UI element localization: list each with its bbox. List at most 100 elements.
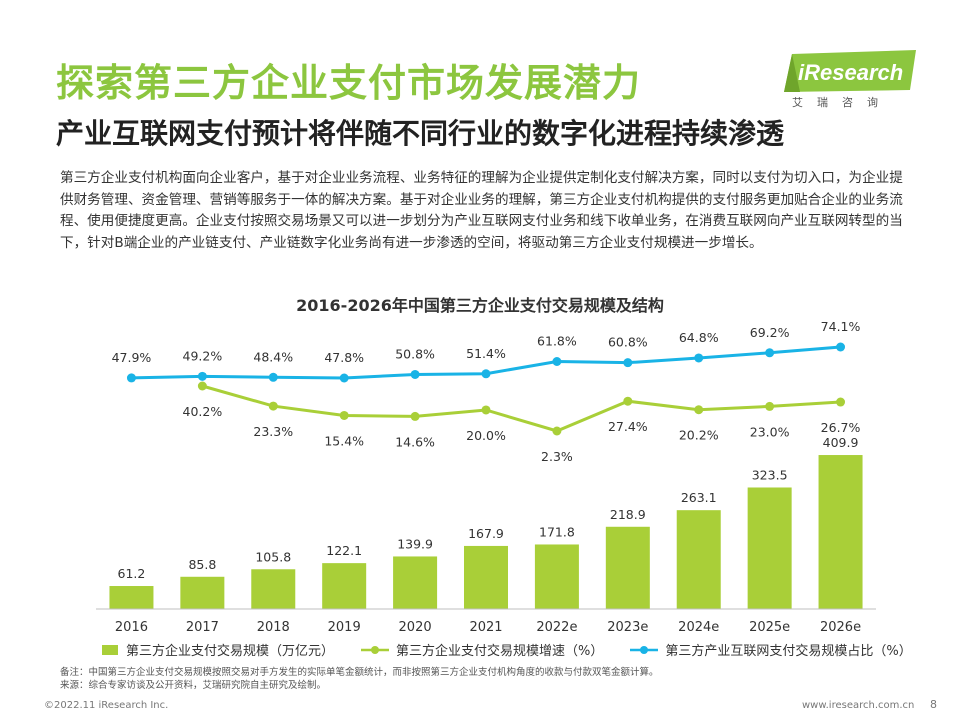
x-tick-label: 2018 — [257, 620, 290, 635]
footer-website[interactable]: www.iresearch.com.cn — [802, 700, 915, 711]
growth-point — [552, 426, 562, 436]
growth-point — [197, 381, 207, 391]
chart-legend: 第三方企业支付交易规模（万亿元） 第三方企业支付交易规模增速（%） 第三方产业互… — [100, 640, 920, 659]
legend-label-share: 第三方产业互联网支付交易规模占比（%） — [665, 644, 912, 659]
x-tick-label: 2016 — [115, 620, 148, 635]
share-data-label: 51.4% — [466, 346, 506, 361]
x-tick-label: 2020 — [399, 620, 432, 635]
share-point — [481, 369, 491, 379]
page-number: 8 — [930, 698, 937, 711]
x-tick-label: 2025e — [749, 620, 790, 635]
legend-bar-swatch-icon — [102, 644, 118, 655]
share-point — [623, 358, 633, 368]
x-tick-label: 2023e — [607, 620, 648, 635]
share-data-label: 74.1% — [821, 319, 861, 334]
share-point — [410, 369, 420, 379]
bar-value-label: 409.9 — [823, 435, 859, 450]
bar-value-label: 323.5 — [752, 467, 788, 482]
logo-badge-icon — [784, 50, 916, 92]
growth-data-label: 20.0% — [466, 428, 506, 443]
note-remark: 备注：中国第三方企业支付交易规模按照交易对手方发生的实际单笔金额统计，而非按照第… — [60, 667, 659, 678]
growth-data-label: 23.3% — [253, 424, 293, 439]
bar-value-label: 139.9 — [397, 536, 433, 551]
share-data-label: 61.8% — [537, 333, 577, 348]
footer-copyright: ©2022.11 iResearch Inc. — [44, 700, 169, 711]
bar — [605, 526, 650, 609]
chart-title: 2016-2026年中国第三方企业支付交易规模及结构 — [296, 296, 664, 315]
bar — [180, 576, 225, 609]
share-point — [268, 372, 278, 382]
growth-point — [339, 410, 349, 420]
x-tick-label: 2019 — [328, 620, 361, 635]
page-subtitle: 产业互联网支付预计将伴随不同行业的数字化进程持续渗透 — [56, 117, 785, 150]
share-data-label: 49.2% — [183, 348, 223, 363]
bar-value-label: 263.1 — [681, 490, 717, 505]
bar-value-label: 122.1 — [326, 543, 362, 558]
growth-point — [765, 401, 775, 411]
growth-data-label: 14.6% — [395, 434, 435, 449]
growth-data-label: 15.4% — [324, 433, 364, 448]
legend-item-share: 第三方产业互联网支付交易规模占比（%） — [629, 640, 912, 659]
bar-value-label: 171.8 — [539, 524, 575, 539]
bar — [464, 545, 508, 609]
legend-item-growth: 第三方企业支付交易规模增速（%） — [360, 640, 603, 659]
x-tick-label: 2021 — [469, 620, 502, 635]
iresearch-logo: iResearch 艾瑞咨询 — [770, 50, 920, 110]
growth-data-label: 2.3% — [541, 449, 573, 464]
bar — [393, 556, 438, 609]
share-data-label: 47.8% — [324, 350, 364, 365]
share-data-label: 69.2% — [750, 325, 790, 340]
bar-value-label: 85.8 — [188, 557, 216, 572]
share-data-label: 47.9% — [112, 350, 152, 365]
x-tick-label: 2017 — [186, 620, 219, 635]
share-data-label: 50.8% — [395, 346, 435, 361]
share-data-label: 64.8% — [679, 330, 719, 345]
legend-line-blue-icon — [630, 645, 659, 654]
share-point — [694, 353, 704, 363]
x-tick-label: 2024e — [678, 620, 719, 635]
bar — [747, 487, 792, 609]
growth-data-label: 20.2% — [679, 428, 719, 443]
bar — [322, 563, 367, 609]
growth-point — [481, 405, 491, 415]
logo-text: iResearch — [798, 60, 904, 85]
bar — [109, 586, 154, 609]
share-point — [126, 373, 136, 383]
share-point — [339, 373, 349, 383]
growth-point — [836, 397, 846, 407]
logo-cn: 艾瑞咨询 — [792, 96, 892, 109]
legend-line-green-icon — [361, 645, 390, 654]
share-point — [552, 356, 562, 366]
growth-point — [410, 411, 420, 421]
bar — [534, 544, 579, 609]
growth-data-label: 27.4% — [608, 419, 648, 434]
intro-paragraph: 第三方企业支付机构面向企业客户，基于对企业业务流程、业务特征的理解为企业提供定制… — [60, 170, 903, 251]
bar-value-label: 218.9 — [610, 507, 646, 522]
x-tick-label: 2026e — [820, 620, 861, 635]
growth-data-label: 23.0% — [750, 424, 790, 439]
bar-value-label: 61.2 — [118, 566, 146, 581]
growth-point — [623, 396, 633, 406]
x-tick-label: 2022e — [536, 620, 577, 635]
legend-label-growth: 第三方企业支付交易规模增速（%） — [396, 644, 604, 659]
legend-label-volume: 第三方企业支付交易规模（万亿元） — [126, 644, 335, 659]
share-point — [197, 371, 207, 381]
legend-item-volume: 第三方企业支付交易规模（万亿元） — [100, 640, 334, 659]
chart-notes: 备注：中国第三方企业支付交易规模按照交易对手方发生的实际单笔金额统计，而非按照第… — [60, 666, 659, 692]
bar-value-label: 167.9 — [468, 526, 504, 541]
growth-point — [694, 405, 704, 415]
note-source: 来源：综合专家访谈及公开资料，艾瑞研究院自主研究及绘制。 — [60, 680, 327, 691]
growth-point — [268, 401, 278, 411]
growth-data-label: 40.2% — [183, 404, 223, 419]
page-title: 探索第三方企业支付市场发展潜力 — [56, 61, 642, 105]
growth-series-line — [201, 384, 841, 433]
bar — [818, 455, 863, 609]
share-point — [836, 342, 846, 352]
share-point — [765, 348, 775, 358]
bar-value-label: 105.8 — [255, 549, 291, 564]
share-data-label: 48.4% — [253, 349, 293, 364]
bar — [251, 569, 296, 609]
share-data-label: 60.8% — [608, 335, 648, 350]
bar — [676, 510, 721, 609]
